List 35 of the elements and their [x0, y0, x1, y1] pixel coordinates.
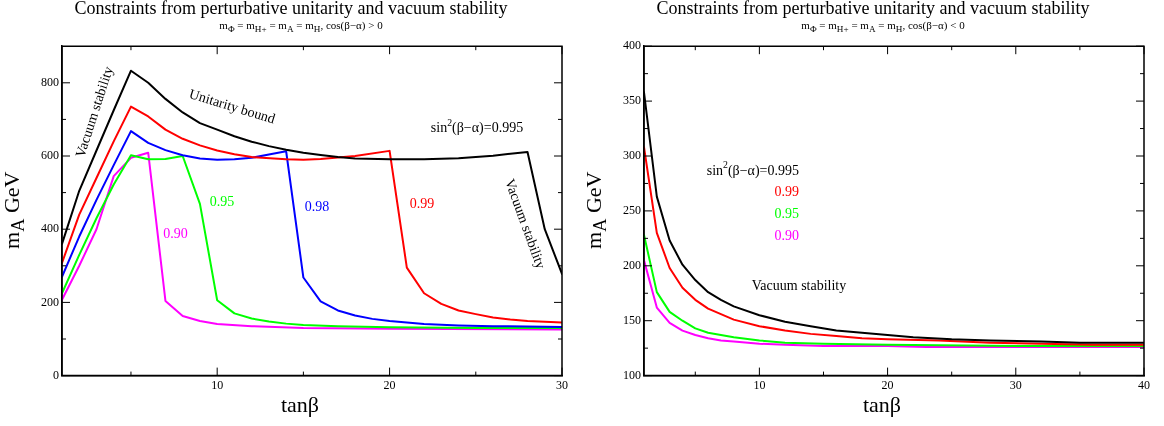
y-tick-label: 300 — [623, 148, 641, 163]
annotation: Vacuum stability — [502, 176, 549, 271]
x-tick-label: 20 — [881, 377, 894, 392]
y-tick-label: 100 — [623, 367, 641, 382]
y-tick-label: 400 — [623, 38, 641, 53]
x-tick-label: 30 — [556, 377, 568, 392]
y-tick-label: 350 — [623, 93, 641, 108]
series-label: 0.98 — [304, 199, 330, 215]
series-label: 0.95 — [209, 194, 235, 210]
x-tick-label: 40 — [1138, 377, 1150, 392]
annotation: Vacuum stability — [72, 64, 116, 160]
chart-title: Constraints from perturbative unitarity and vacuum stability — [73, 0, 509, 19]
y-tick-label: 800 — [41, 74, 59, 89]
y-tick-label: 600 — [41, 148, 59, 163]
annotation: Vacuum stability — [751, 278, 847, 294]
x-axis-title: tanβ — [861, 392, 903, 418]
y-tick-label: 0 — [53, 367, 59, 382]
x-tick-label: 30 — [1009, 377, 1022, 392]
y-tick-label: 400 — [41, 221, 59, 236]
x-tick-label: 10 — [211, 377, 224, 392]
x-axis-title: tanβ — [279, 392, 321, 418]
y-tick-label: 150 — [623, 312, 641, 327]
x-tick-label: 20 — [383, 377, 396, 392]
text: 0.99 — [774, 184, 799, 200]
chart-title: Constraints from perturbative unitarity and vacuum stability — [655, 0, 1091, 19]
y-tick-label: 200 — [623, 257, 641, 272]
series-label: 0.90 — [163, 225, 188, 241]
y-tick-label: 250 — [623, 203, 641, 218]
text: m$_{Φ}$ = m$_{H+}$ = m$_{A}$ = m$_{H}$, cos(β−α) < 0 — [801, 19, 965, 35]
x-tick-label: 10 — [753, 377, 766, 392]
y-tick-label: 200 — [41, 294, 59, 309]
text: 0.90 — [774, 227, 799, 243]
series-label: 0.99 — [409, 195, 435, 211]
text: 0.95 — [774, 205, 799, 221]
text: m$_{Φ}$ = m$_{H+}$ = m$_{A}$ = m$_{H}$, cos(β−α) > 0 — [219, 19, 383, 35]
